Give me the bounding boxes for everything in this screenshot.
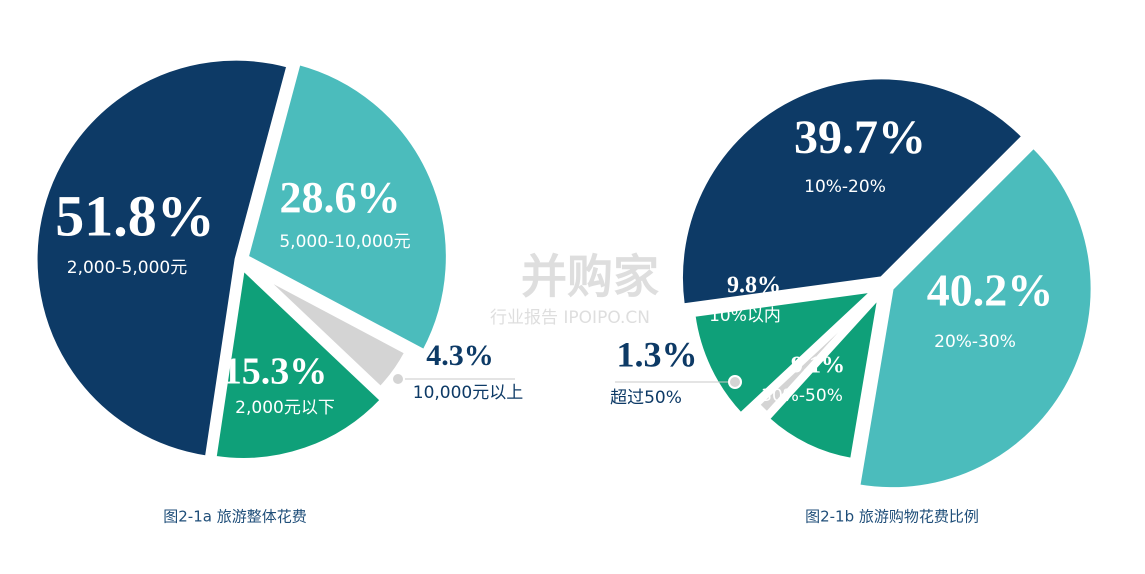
watermark-brand: 并购家 bbox=[521, 250, 659, 304]
category-label: 超过50% bbox=[610, 388, 682, 408]
category-label: 10%以内 bbox=[709, 306, 781, 326]
category-label: 2,000元以下 bbox=[235, 398, 335, 418]
value-label: 9.8% bbox=[727, 273, 781, 299]
pie-slice bbox=[245, 61, 449, 353]
category-label: 10,000元以上 bbox=[413, 383, 523, 403]
category-label: 2,000-5,000元 bbox=[67, 258, 187, 278]
value-label: 39.7% bbox=[794, 111, 926, 164]
chart-title: 图2-1a 旅游整体花费 bbox=[163, 508, 306, 526]
value-label: 15.3% bbox=[223, 351, 328, 393]
value-label: 40.2% bbox=[927, 265, 1054, 316]
chart-title: 图2-1b 旅游购物花费比例 bbox=[805, 508, 979, 526]
category-label: 5,000-10,000元 bbox=[279, 232, 410, 252]
leader-dot bbox=[391, 372, 405, 386]
pie-slice bbox=[857, 145, 1094, 491]
pie-slice bbox=[263, 276, 408, 390]
value-label: 28.6% bbox=[280, 173, 401, 222]
pie-slice bbox=[34, 57, 290, 459]
leader-dot bbox=[728, 375, 742, 389]
value-label: 9.1% bbox=[791, 353, 845, 379]
pie-slice bbox=[679, 76, 1025, 307]
pie-slice bbox=[213, 266, 384, 461]
category-label: 10%-20% bbox=[804, 177, 886, 197]
value-label: 1.3% bbox=[617, 334, 698, 374]
category-label: 30%-50% bbox=[761, 386, 843, 406]
value-label: 4.3% bbox=[426, 339, 494, 372]
pie-slice bbox=[766, 292, 882, 462]
watermark-sub: 行业报告 IPOIPO.CN bbox=[490, 308, 650, 328]
pie-slice bbox=[756, 305, 866, 415]
category-label: 20%-30% bbox=[934, 332, 1016, 352]
value-label: 51.8% bbox=[55, 183, 215, 248]
